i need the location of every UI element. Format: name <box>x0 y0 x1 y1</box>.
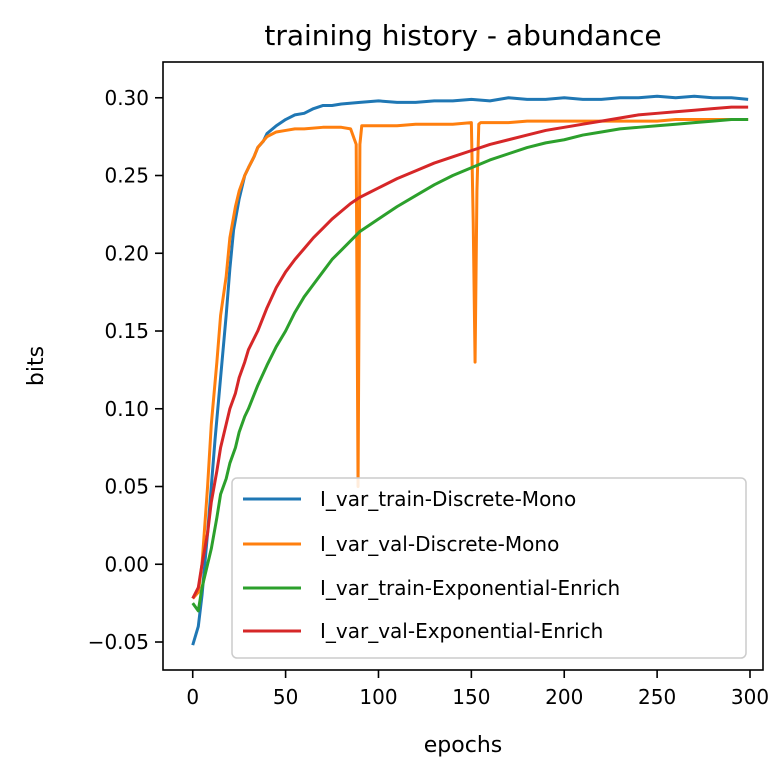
chart-title: training history - abundance <box>264 19 661 52</box>
y-tick-label: 0.05 <box>104 475 149 499</box>
x-tick-label: 0 <box>186 685 199 709</box>
series-line-4 <box>191 105 749 600</box>
series-line-1 <box>191 94 749 646</box>
legend-label: I_var_train-Exponential-Enrich <box>320 576 620 600</box>
y-tick-label: 0.00 <box>104 552 149 576</box>
legend-box <box>231 477 747 659</box>
legend-label: I_var_val-Discrete-Mono <box>320 532 559 556</box>
y-axis: −0.05 0.00 0.05 0.10 0.15 0.20 0.25 0.30 <box>88 86 163 654</box>
y-tick-label: −0.05 <box>88 630 149 654</box>
x-axis-label: epochs <box>424 733 502 758</box>
x-tick-label: 150 <box>452 685 490 709</box>
series-line-2 <box>191 118 749 600</box>
x-tick-label: 300 <box>731 685 769 709</box>
y-axis-label: bits <box>24 346 49 386</box>
y-tick-label: 0.20 <box>104 241 149 265</box>
y-tick-label: 0.10 <box>104 397 149 421</box>
x-tick-label: 100 <box>359 685 397 709</box>
plot-frame <box>162 61 764 671</box>
series-layer <box>191 94 749 646</box>
x-tick-label: 50 <box>273 685 298 709</box>
x-axis: 0 50 100 150 200 250 300 <box>186 670 769 709</box>
y-tick-label: 0.30 <box>104 86 149 110</box>
x-tick-label: 200 <box>545 685 583 709</box>
legend-label: I_var_train-Discrete-Mono <box>320 487 576 511</box>
y-tick-label: 0.25 <box>104 164 149 188</box>
plot-area <box>162 61 764 671</box>
y-tick-label: 0.15 <box>104 319 149 343</box>
legend-label: I_var_val-Exponential-Enrich <box>320 619 603 643</box>
legend: I_var_train-Discrete-Mono I_var_val-Discr… <box>231 477 747 659</box>
series-line-3 <box>191 118 749 613</box>
x-tick-label: 250 <box>638 685 676 709</box>
